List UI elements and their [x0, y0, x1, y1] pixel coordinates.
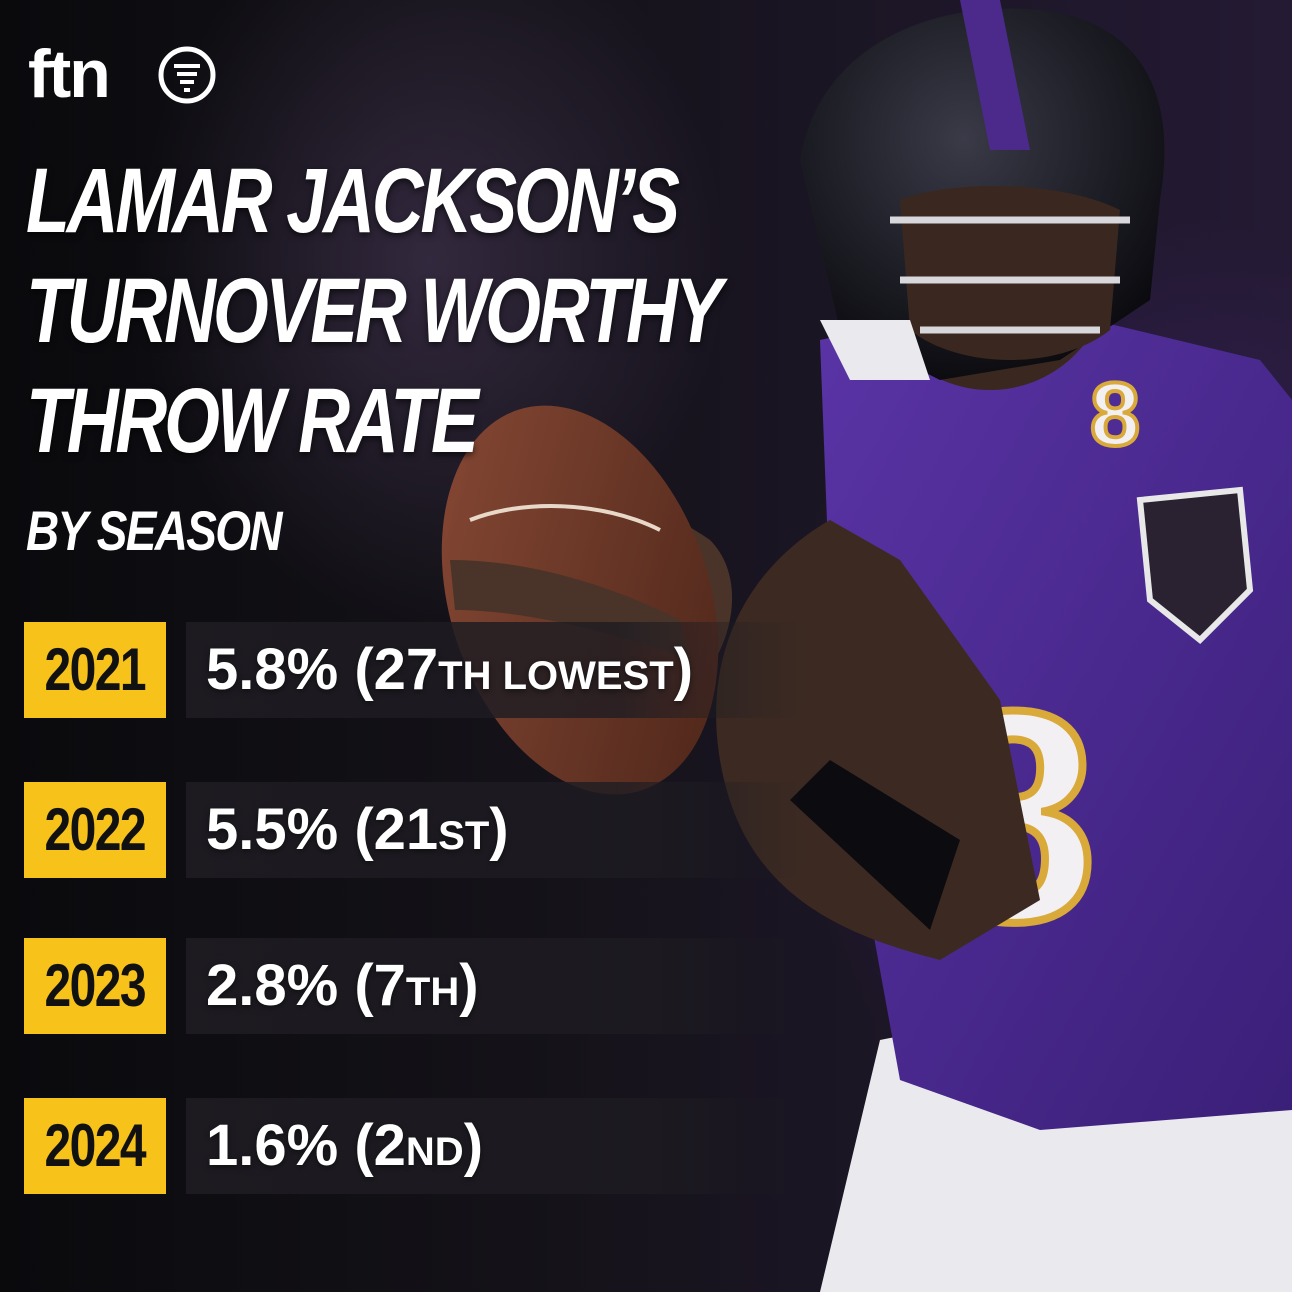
stat-value: 1.6%: [206, 1113, 339, 1178]
headline: LAMAR JACKSON’S TURNOVER WORTHY THROW RA…: [26, 146, 723, 476]
facemask-bars: [890, 216, 1130, 334]
shoulder-number: 8: [1090, 365, 1140, 465]
logo-text: ftn: [28, 36, 111, 112]
year-badge: 2022: [24, 782, 166, 878]
chin-strap: [820, 320, 930, 380]
stat-cell: 5.8% (27TH LOWEST): [186, 622, 806, 718]
year-badge: 2021: [24, 622, 166, 718]
season-row-2024: 2024 1.6% (2ND): [24, 1098, 806, 1194]
shield-patch: [1136, 486, 1254, 645]
headline-line-2: TURNOVER WORTHY: [26, 260, 723, 362]
year-badge: 2023: [24, 938, 166, 1034]
year-badge: 2024: [24, 1098, 166, 1194]
stat-cell: 1.6% (2ND): [186, 1098, 806, 1194]
wristband-shape: [790, 760, 960, 930]
rank-suffix: ST: [438, 814, 490, 858]
headline-line-3: THROW RATE: [26, 370, 479, 472]
year-label: 2021: [44, 636, 147, 703]
stat-value: 5.8%: [206, 637, 339, 702]
football-logo-icon: [158, 46, 216, 104]
stat-value: 5.5%: [206, 797, 339, 862]
rank-open: (2: [354, 1113, 406, 1178]
rank-suffix: TH: [405, 970, 460, 1014]
rank-close: ): [673, 637, 694, 702]
subtitle: BY SEASON: [26, 499, 283, 562]
rank-open: (21: [354, 797, 439, 862]
rank-suffix: ND: [405, 1130, 464, 1174]
year-label: 2024: [44, 1112, 147, 1179]
ftn-logo: ftn: [28, 34, 216, 114]
helmet-stripe: [960, 0, 1030, 150]
stat-cell: 2.8% (7TH): [186, 938, 806, 1034]
rank-close: ): [459, 953, 479, 1018]
facemask-opening: [900, 186, 1120, 360]
rank-suffix: TH LOWEST: [438, 654, 674, 698]
stat-cell: 5.5% (21ST): [186, 782, 806, 878]
rank-close: ): [463, 1113, 484, 1178]
rank-open: (27: [354, 637, 439, 702]
rank-open: (7: [354, 953, 406, 1018]
rank-close: ): [489, 797, 509, 862]
stat-value: 2.8%: [206, 953, 339, 1018]
year-label: 2022: [44, 796, 147, 863]
season-row-2021: 2021 5.8% (27TH LOWEST): [24, 622, 806, 718]
season-row-2022: 2022 5.5% (21ST): [24, 782, 806, 878]
headline-line-1: LAMAR JACKSON’S: [26, 150, 680, 252]
football-lace: [469, 504, 661, 532]
year-label: 2023: [44, 952, 147, 1019]
season-row-2023: 2023 2.8% (7TH): [24, 938, 806, 1034]
